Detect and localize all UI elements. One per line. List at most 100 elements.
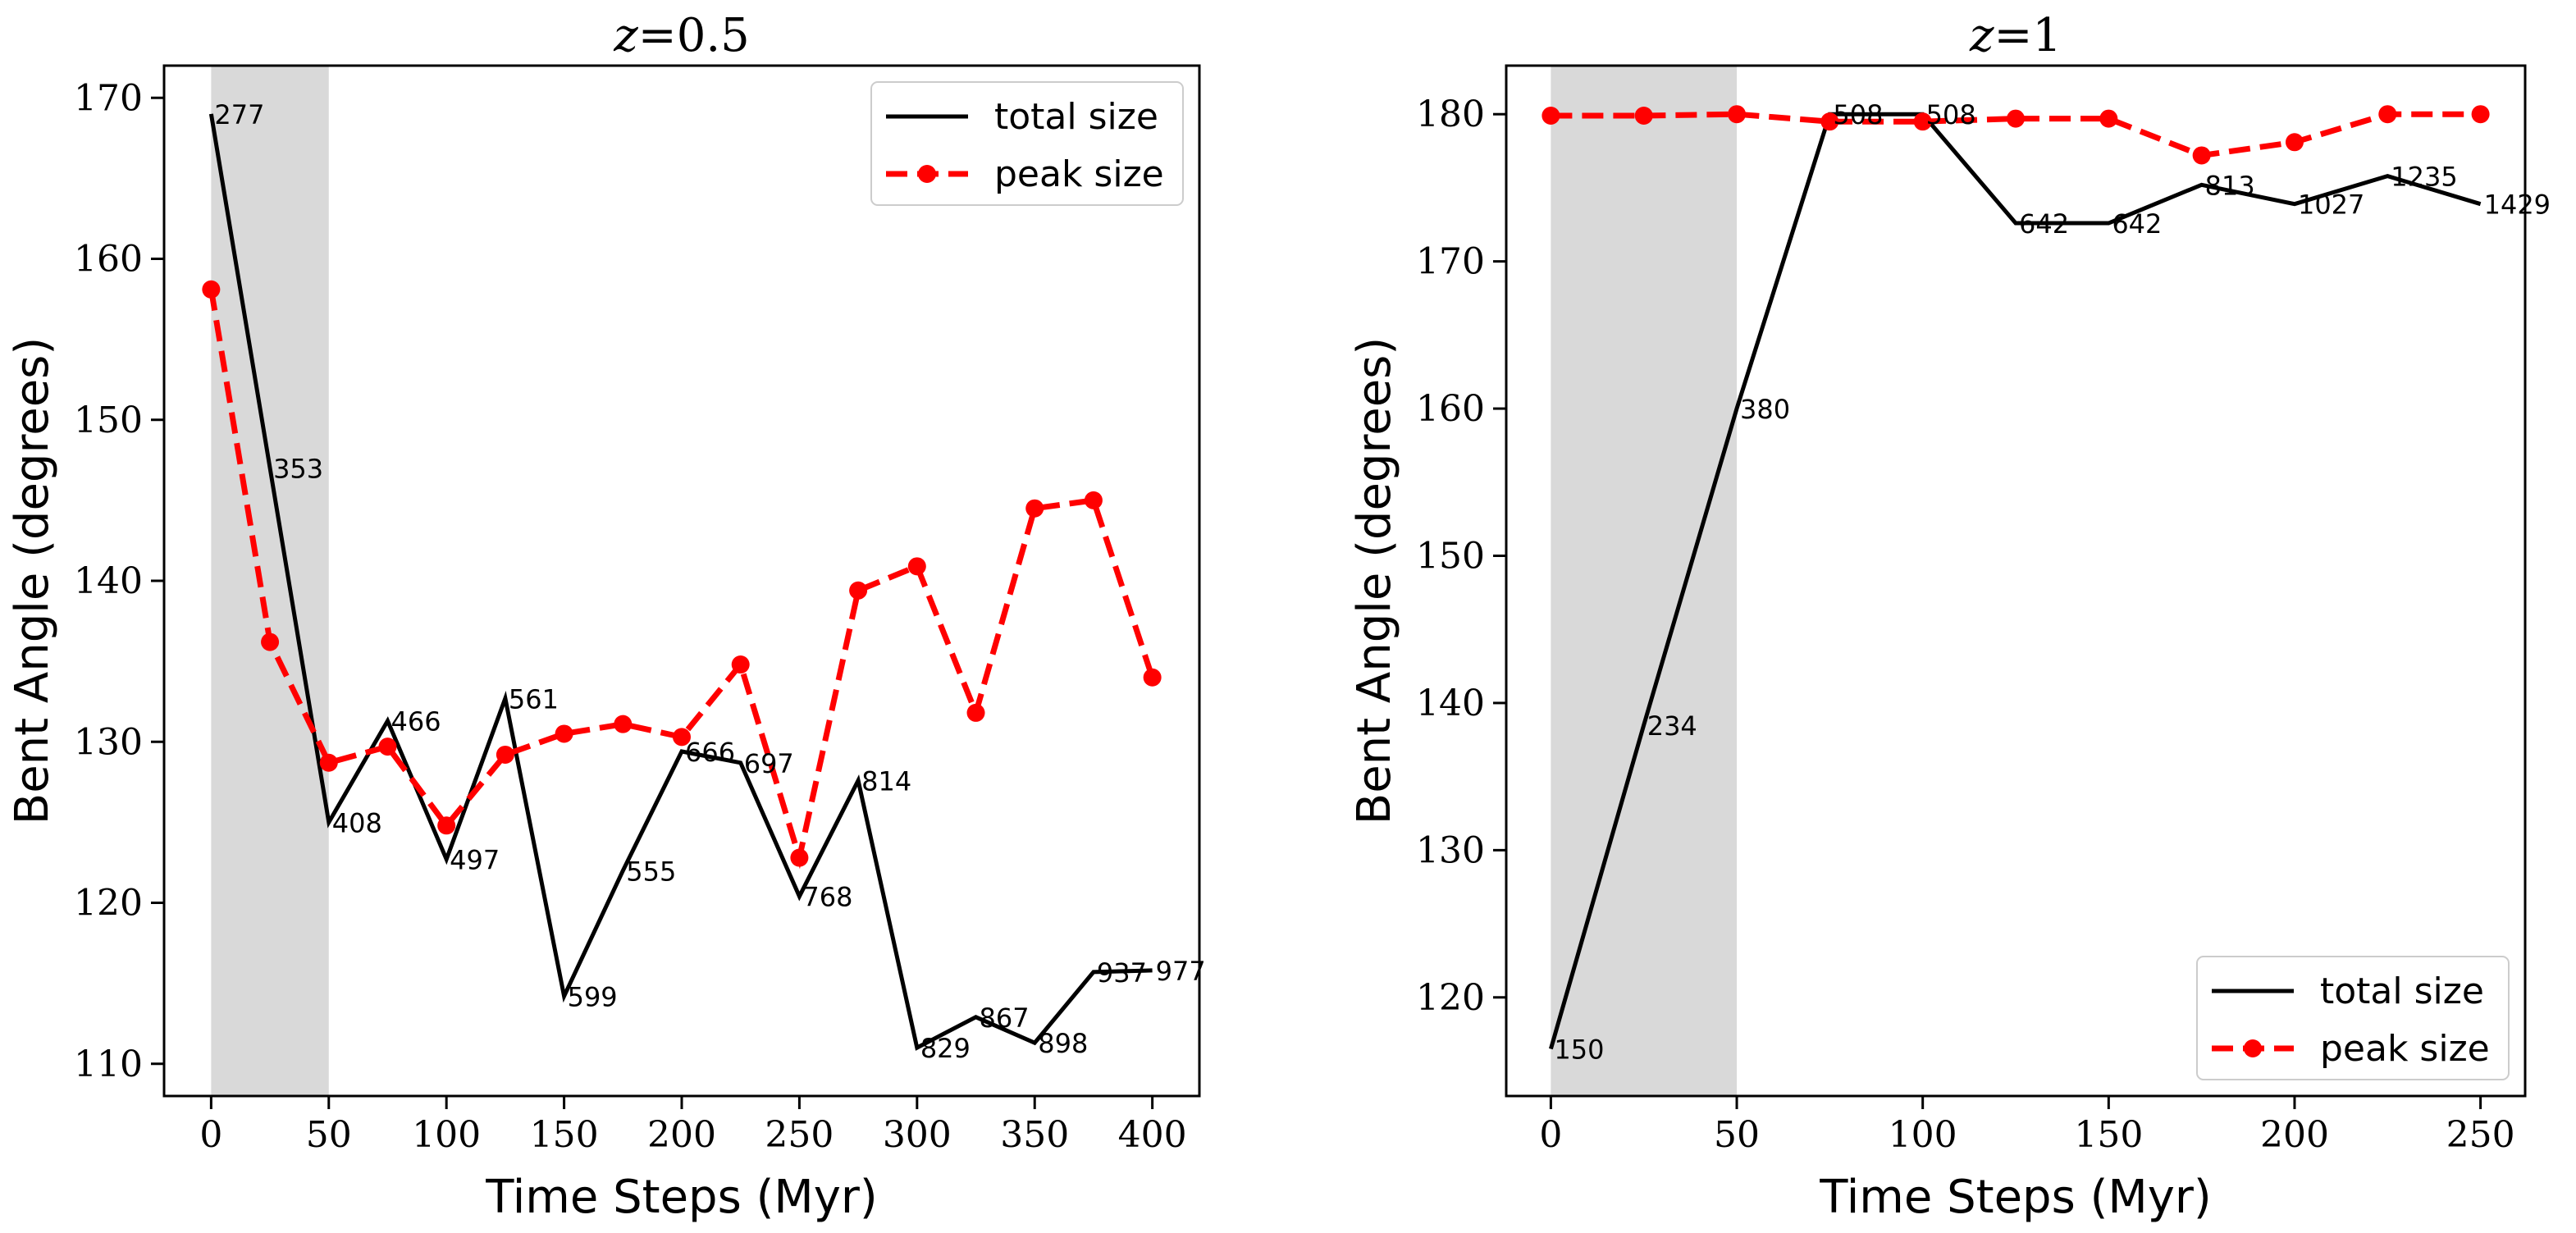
chart-0-series-1-point-5: [496, 745, 514, 764]
chart-1-point-label-5: 642: [2019, 208, 2069, 240]
chart-0-xtick-label-1: 50: [306, 1114, 352, 1156]
chart-0-ytick-label-3: 140: [74, 560, 143, 602]
chart-0-xtick-label-7: 350: [1000, 1114, 1069, 1156]
chart-0-series-1-point-14: [1025, 499, 1044, 518]
chart-0-series-1-point-10: [790, 848, 809, 867]
chart-1-ytick-label-0: 120: [1416, 977, 1485, 1019]
chart-0-ytick-label-0: 110: [74, 1043, 143, 1085]
chart-0-ytick-label-2: 130: [74, 721, 143, 763]
chart-1-xtick-label-0: 0: [1539, 1114, 1562, 1156]
chart-1-ytick-label-3: 150: [1416, 535, 1485, 577]
chart-0-series-1-point-1: [261, 632, 280, 651]
chart-1-series-1-point-7: [2192, 146, 2211, 165]
chart-1-ytick-label-5: 170: [1416, 241, 1485, 283]
chart-0-point-label-0: 277: [214, 99, 264, 130]
chart-0-ylabel: Bent Angle (degrees): [6, 337, 59, 824]
chart-0-xtick-label-2: 100: [412, 1114, 481, 1156]
chart-1-legend-label-0: total size: [2320, 970, 2484, 1012]
chart-1-series-1-point-10: [2471, 105, 2490, 124]
chart-1-point-label-3: 508: [1833, 99, 1883, 130]
chart-1-series-1-point-3: [1820, 112, 1839, 131]
chart-1-point-label-9: 1235: [2391, 162, 2457, 193]
chart-0-series-1-point-0: [202, 280, 221, 299]
chart-0-series-1-point-7: [614, 715, 633, 733]
chart-0-point-label-8: 666: [685, 737, 735, 768]
chart-0-xtick-label-0: 0: [199, 1114, 222, 1156]
chart-1-ylabel: Bent Angle (degrees): [1348, 337, 1401, 824]
chart-1-point-label-8: 1027: [2298, 190, 2364, 221]
chart-0-point-label-14: 898: [1038, 1028, 1088, 1059]
chart-1-point-label-2: 380: [1740, 394, 1790, 425]
chart-1-point-label-6: 642: [2112, 208, 2162, 240]
chart-0-legend: total size peak size: [870, 81, 1184, 206]
chart-0-xlabel: Time Steps (Myr): [485, 1171, 878, 1224]
chart-0-series-1-point-9: [731, 655, 750, 674]
chart-1-ytick-label-4: 160: [1416, 388, 1485, 430]
chart-1-axes-frame: [1505, 64, 2527, 1098]
chart-0: 277 353 408 466 497 561 599 555 666 697 768 814 829 8…: [6, 9, 1206, 1224]
chart-0-title: z=0.5: [613, 9, 750, 62]
chart-0-ytick-label-1: 120: [74, 883, 143, 925]
chart-1-series-1-line: [1551, 111, 2481, 159]
chart-1-legend-marker-1: [2244, 1039, 2262, 1057]
chart-0-legend-label-1: peak size: [994, 153, 1164, 195]
chart-0-xtick-label-4: 200: [647, 1114, 716, 1156]
chart-0-point-label-10: 768: [802, 882, 852, 913]
chart-0-series-1-point-11: [849, 581, 868, 600]
chart-0-ytick-label-5: 160: [74, 239, 143, 281]
chart-1-series-1-point-2: [1728, 105, 1747, 124]
chart-0-point-label-4: 497: [450, 845, 500, 876]
chart-0-xtick-label-5: 250: [765, 1114, 834, 1156]
chart-1-xlabel: Time Steps (Myr): [1819, 1171, 2212, 1224]
chart-1-series-1-point-1: [1634, 107, 1653, 126]
chart-1-point-label-10: 1429: [2484, 190, 2551, 221]
chart-0-series-1-point-4: [437, 816, 456, 835]
chart-0-legend-marker-1: [918, 165, 936, 183]
chart-0-series-1-point-2: [319, 753, 338, 772]
chart-1-point-label-7: 813: [2205, 170, 2255, 201]
chart-0-point-label-7: 555: [626, 856, 676, 887]
chart-0-point-label-2: 408: [332, 807, 382, 838]
chart-0-series-1-point-12: [907, 557, 926, 576]
chart-0-point-label-9: 697: [744, 748, 794, 779]
chart-1-ytick-label-1: 130: [1416, 829, 1485, 871]
chart-1-title: z=1: [1969, 9, 2062, 62]
chart-0-point-label-12: 829: [920, 1033, 971, 1064]
chart-1-ytick-label-6: 180: [1416, 94, 1485, 135]
chart-1-legend: total size peak size: [2196, 956, 2510, 1080]
chart-1-series-1-point-5: [2007, 109, 2025, 128]
chart-0-point-label-15: 937: [1097, 957, 1147, 989]
chart-1-point-label-4: 508: [1926, 99, 1976, 130]
chart-1-series-1-point-9: [2378, 105, 2397, 124]
chart-0-point-label-3: 466: [391, 706, 441, 738]
chart-1: 150 234 380 508 508 642 642 813 1027 1235 1429 0 50 1…: [1348, 9, 2551, 1224]
chart-1-series-1-point-6: [2099, 109, 2118, 128]
chart-1-xtick-label-1: 50: [1714, 1114, 1760, 1156]
chart-0-point-label-13: 867: [980, 1002, 1030, 1034]
chart-1-legend-label-1: peak size: [2320, 1028, 2490, 1070]
chart-1-xtick-label-2: 100: [1889, 1114, 1957, 1156]
chart-0-series-1-point-13: [966, 703, 985, 722]
chart-1-xtick-label-3: 150: [2074, 1114, 2143, 1156]
chart-0-point-label-6: 599: [568, 981, 618, 1012]
chart-0-xtick-label-3: 150: [530, 1114, 599, 1156]
chart-0-series-1-point-6: [555, 724, 573, 743]
chart-0-xtick-label-6: 300: [883, 1114, 952, 1156]
chart-1-series-1-point-8: [2285, 133, 2304, 152]
chart-0-point-label-5: 561: [509, 683, 559, 715]
chart-0-xtick-label-8: 400: [1118, 1114, 1187, 1156]
chart-1-xtick-label-4: 200: [2260, 1114, 2329, 1156]
chart-0-series-1-line: [208, 289, 1155, 870]
chart-1-series-1-point-4: [1913, 112, 1932, 131]
chart-1-point-label-1: 234: [1647, 710, 1697, 742]
chart-0-series-1-point-15: [1084, 491, 1103, 509]
chart-0-point-label-16: 977: [1156, 956, 1206, 987]
chart-0-series-1-point-8: [673, 728, 691, 747]
chart-0-ytick-label-4: 150: [74, 400, 143, 441]
chart-0-series-1-point-3: [378, 738, 397, 756]
chart-1-series-1-point-0: [1541, 107, 1560, 126]
chart-0-ytick-label-6: 170: [74, 77, 143, 119]
chart-1-point-label-0: 150: [1554, 1034, 1604, 1066]
chart-0-point-label-11: 814: [861, 765, 911, 797]
